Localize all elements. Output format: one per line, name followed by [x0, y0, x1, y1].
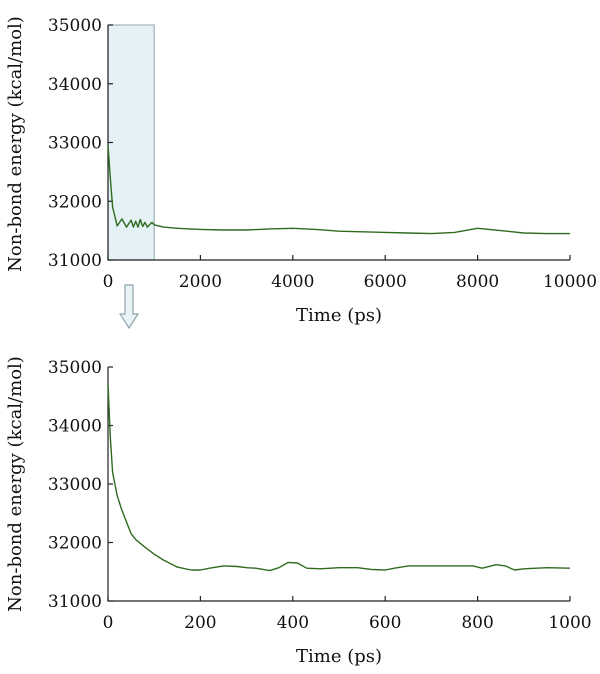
- y-tick-label: 35000: [48, 358, 102, 378]
- x-tick-label: 1000: [548, 613, 591, 633]
- x-tick-label: 10000: [543, 272, 597, 292]
- bottom-x-axis-title: Time (ps): [296, 646, 382, 667]
- bottom-tick-marks: 31000 32000 33000 34000 35000 0 200 400 600 800 10…: [48, 358, 592, 633]
- x-tick-label: 6000: [364, 272, 407, 292]
- y-tick-label: 32000: [48, 192, 102, 212]
- top-series-line: [107, 145, 570, 235]
- y-tick-label: 34000: [48, 75, 102, 95]
- x-tick-label: 200: [184, 613, 216, 633]
- y-tick-label: 33000: [48, 475, 102, 495]
- zoom-highlight-region: [107, 24, 155, 261]
- x-tick-label: 4000: [271, 272, 314, 292]
- y-tick-label: 35000: [48, 16, 102, 36]
- top-y-axis-title: Non-bond energy (kcal/mol): [5, 16, 26, 272]
- bottom-y-axis-title: Non-bond energy (kcal/mol): [5, 356, 26, 612]
- y-tick-label: 33000: [48, 134, 102, 154]
- zoom-down-arrow-icon: [118, 284, 140, 330]
- x-tick-label: 2000: [179, 272, 222, 292]
- x-tick-label: 8000: [456, 272, 499, 292]
- y-tick-label: 32000: [48, 534, 102, 554]
- chart-bottom: 31000 32000 33000 34000 35000 0 200 400 600 800 10…: [5, 356, 592, 667]
- x-tick-label: 0: [103, 613, 114, 633]
- y-tick-label: 31000: [48, 592, 102, 612]
- y-tick-label: 34000: [48, 417, 102, 437]
- top-x-axis-title: Time (ps): [296, 305, 382, 326]
- x-tick-label: 400: [277, 613, 309, 633]
- top-axes: [107, 25, 570, 261]
- bottom-axes: [107, 367, 570, 602]
- x-tick-label: 0: [103, 272, 114, 292]
- x-tick-label: 800: [461, 613, 493, 633]
- y-tick-label: 31000: [48, 251, 102, 271]
- chart-top: 31000 32000 33000 34000 35000 0 2000 4000 6000 80…: [5, 16, 597, 326]
- top-tick-marks: 31000 32000 33000 34000 35000 0 2000 4000 6000 80…: [48, 16, 597, 292]
- bottom-series-line: [107, 384, 571, 572]
- x-tick-label: 600: [369, 613, 401, 633]
